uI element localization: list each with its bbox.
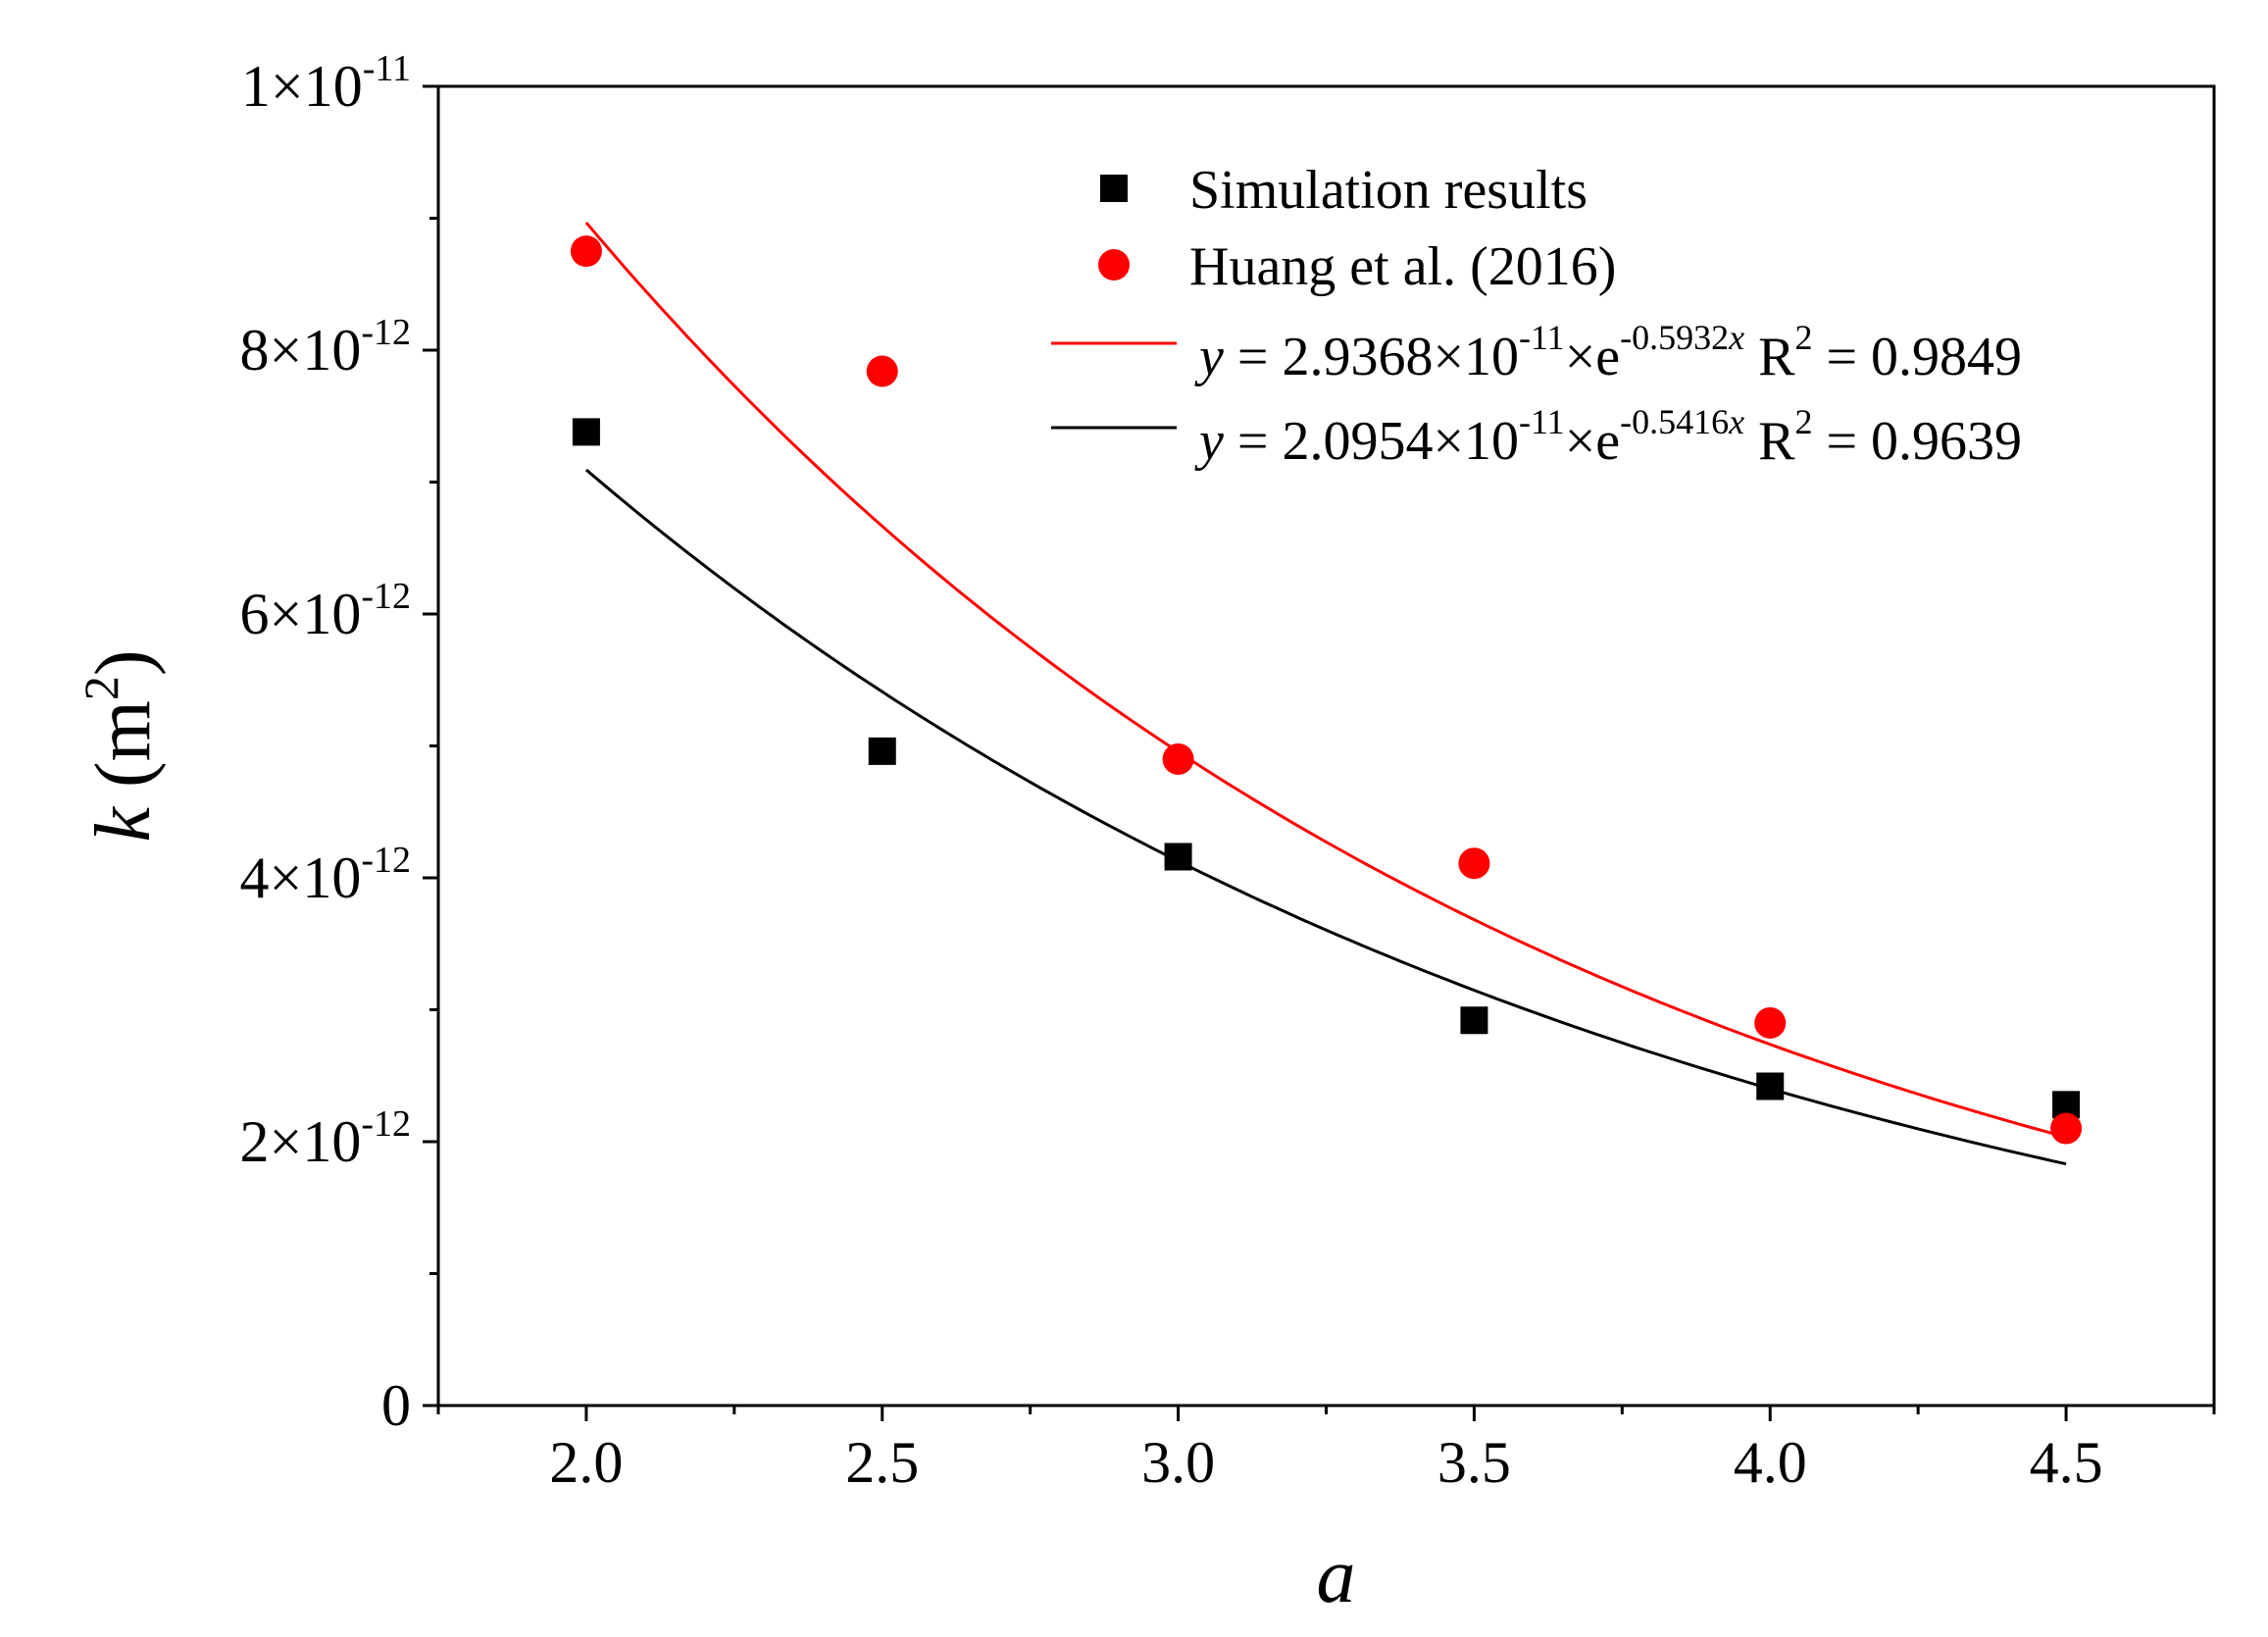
data-point-circle — [1458, 847, 1490, 880]
y-axis-symbol: k — [80, 806, 167, 843]
data-point-circle — [1754, 1006, 1787, 1039]
y-tick-label: 6×10-12 — [240, 576, 412, 646]
legend-label: Simulation results — [1189, 160, 1588, 221]
legend-eq-y: y — [1194, 411, 1224, 472]
data-point-circle — [1162, 742, 1194, 775]
legend-eq-times-e: ×e — [1565, 411, 1620, 472]
legend-eq-r2-value: = 0.9849 — [1812, 327, 2022, 387]
data-point-square — [572, 418, 600, 446]
y-tick-label-exponent: -12 — [361, 312, 411, 353]
x-tick-label: 4.0 — [1734, 1430, 1807, 1495]
fit-curve — [584, 468, 2067, 1166]
x-axis-title: a — [1317, 1533, 1356, 1619]
data-point-circle — [866, 355, 898, 387]
legend-fit-equation: y = 2.0954×10-11×e-0.5416x R2 = 0.9639 — [1194, 402, 2022, 472]
y-tick-label-exponent: -12 — [361, 1103, 411, 1145]
data-markers — [570, 235, 2083, 1145]
y-tick-label: 2×10-12 — [240, 1103, 412, 1174]
legend-marker-square — [1100, 175, 1128, 202]
y-tick-label: 4×10-12 — [240, 840, 412, 910]
y-tick-label: 1×10-11 — [241, 48, 411, 119]
y-tick-label-base: 0 — [381, 1373, 411, 1438]
axes — [423, 84, 2216, 1421]
legend-eq-x: x — [1728, 318, 1744, 357]
fit-curves — [584, 222, 2067, 1166]
legend-eq-r2-sup: 2 — [1794, 318, 1812, 357]
legend-eq-r2-sup: 2 — [1794, 402, 1812, 441]
axis-labels: 2.0 2.5 3.0 3.5 4.0 4.502×10-124×10-126×10-12… — [74, 48, 2103, 1619]
legend-marker-circle — [1098, 249, 1130, 281]
data-point-square — [868, 737, 896, 765]
legend-eq-exp1: -11 — [1519, 402, 1565, 441]
legend: Simulation results Huang et al. (2016) y =… — [1051, 160, 2022, 472]
data-point-square — [1164, 843, 1192, 871]
y-tick-label-base: 2×10 — [240, 1109, 362, 1174]
legend-eq-coef: = 2.9368×10 — [1224, 327, 1519, 387]
y-axis-title: k (m2) — [74, 649, 167, 842]
y-tick-label-base: 1×10 — [241, 54, 363, 119]
y-tick-label: 8×10-12 — [240, 312, 412, 383]
x-tick-label: 2.5 — [845, 1430, 919, 1495]
y-axis-unit-exponent: 2 — [74, 676, 128, 700]
fit-curve — [584, 222, 2067, 1139]
legend-eq-coef: = 2.0954×10 — [1224, 411, 1519, 472]
data-point-square — [1756, 1072, 1785, 1100]
legend-eq-times-e: ×e — [1565, 327, 1620, 387]
legend-label: Huang et al. (2016) — [1189, 236, 1616, 297]
y-tick-label-base: 6×10 — [240, 582, 362, 646]
y-tick-label-base: 8×10 — [240, 318, 362, 383]
legend-eq-x: x — [1728, 402, 1744, 441]
legend-fit-equation: y = 2.9368×10-11×e-0.5932x R2 = 0.9849 — [1194, 318, 2022, 387]
y-tick-label-exponent: -12 — [361, 576, 411, 617]
data-point-circle — [570, 235, 602, 268]
x-tick-label: 3.0 — [1141, 1430, 1215, 1495]
x-tick-label: 3.5 — [1437, 1430, 1511, 1495]
y-tick-label-base: 4×10 — [240, 845, 362, 910]
y-axis-unit: (m — [80, 700, 167, 807]
legend-eq-r2-value: = 0.9639 — [1812, 411, 2022, 472]
legend-eq-exp2: -0.5416 — [1620, 402, 1729, 441]
legend-eq-r: R — [1744, 411, 1795, 472]
y-axis-unit-close: ) — [80, 649, 167, 676]
x-tick-label: 2.0 — [549, 1430, 623, 1495]
legend-eq-y: y — [1194, 327, 1224, 387]
y-tick-label: 0 — [381, 1373, 411, 1438]
y-tick-label-exponent: -12 — [361, 840, 411, 881]
x-tick-label: 4.5 — [2030, 1430, 2103, 1495]
y-tick-label-exponent: -11 — [363, 48, 411, 89]
data-point-circle — [2050, 1112, 2083, 1145]
legend-eq-exp1: -11 — [1519, 318, 1565, 357]
legend-eq-r: R — [1744, 327, 1795, 387]
legend-eq-exp2: -0.5932 — [1620, 318, 1729, 357]
data-point-square — [1460, 1006, 1488, 1035]
